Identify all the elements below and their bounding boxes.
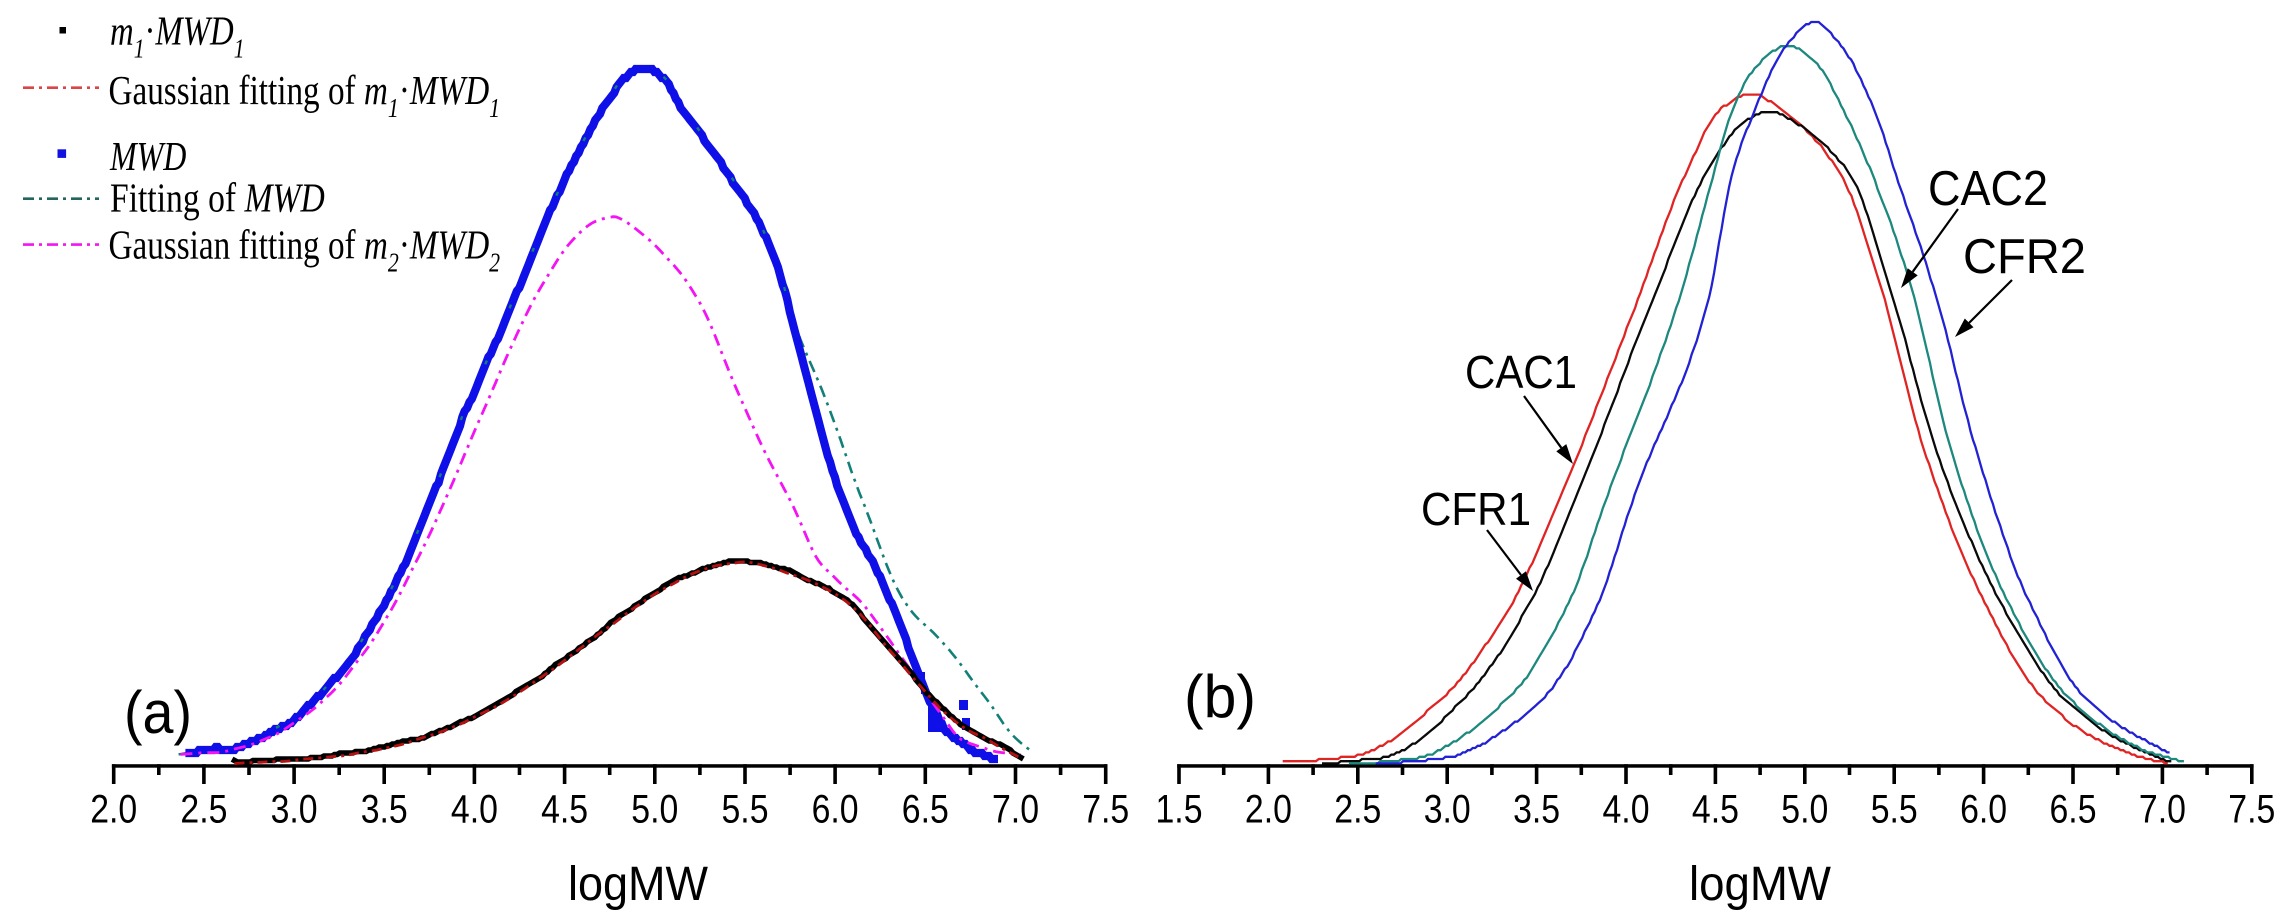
svg-text:(a): (a): [124, 679, 192, 746]
svg-text:6.0: 6.0: [812, 788, 859, 832]
svg-text:Fitting of MWD: Fitting of MWD: [110, 177, 325, 222]
svg-text:7.5: 7.5: [2228, 788, 2275, 832]
svg-text:7.0: 7.0: [992, 788, 1039, 832]
svg-text:5.5: 5.5: [722, 788, 769, 832]
svg-text:7.5: 7.5: [1082, 788, 1129, 832]
svg-text:6.5: 6.5: [2050, 788, 2097, 832]
svg-text:4.5: 4.5: [1692, 788, 1739, 832]
svg-text:5.5: 5.5: [1871, 788, 1918, 832]
svg-text:5.0: 5.0: [631, 788, 678, 832]
svg-text:4.0: 4.0: [451, 788, 498, 832]
svg-text:3.0: 3.0: [1424, 788, 1471, 832]
svg-text:2.0: 2.0: [1245, 788, 1292, 832]
svg-text:2.0: 2.0: [90, 788, 137, 832]
svg-text:5.0: 5.0: [1781, 788, 1828, 832]
svg-text:Gaussian fitting of m1·MWD1: Gaussian fitting of m1·MWD1: [109, 69, 501, 124]
svg-text:MWD: MWD: [109, 133, 186, 179]
svg-text:logMW: logMW: [568, 858, 709, 911]
svg-text:3.5: 3.5: [1513, 788, 1560, 832]
svg-text:6.0: 6.0: [1960, 788, 2007, 832]
svg-text:6.5: 6.5: [902, 788, 949, 832]
svg-text:(b): (b): [1184, 663, 1256, 730]
svg-text:3.5: 3.5: [361, 788, 408, 832]
svg-text:2.5: 2.5: [1334, 788, 1381, 832]
svg-text:2.5: 2.5: [180, 788, 227, 832]
svg-text:1.5: 1.5: [1156, 788, 1203, 832]
svg-text:Gaussian fitting of m2·MWD2: Gaussian fitting of m2·MWD2: [109, 223, 501, 278]
svg-text:m1·MWD1: m1·MWD1: [110, 9, 244, 64]
svg-text:CFR1: CFR1: [1421, 483, 1531, 535]
svg-text:CAC1: CAC1: [1465, 346, 1577, 398]
svg-text:CAC2: CAC2: [1928, 162, 2048, 216]
svg-text:CFR2: CFR2: [1963, 230, 2086, 284]
svg-text:4.0: 4.0: [1603, 788, 1650, 832]
svg-text:7.0: 7.0: [2139, 788, 2186, 832]
svg-text:logMW: logMW: [1689, 858, 1832, 911]
svg-text:4.5: 4.5: [541, 788, 588, 832]
svg-text:3.0: 3.0: [271, 788, 318, 832]
